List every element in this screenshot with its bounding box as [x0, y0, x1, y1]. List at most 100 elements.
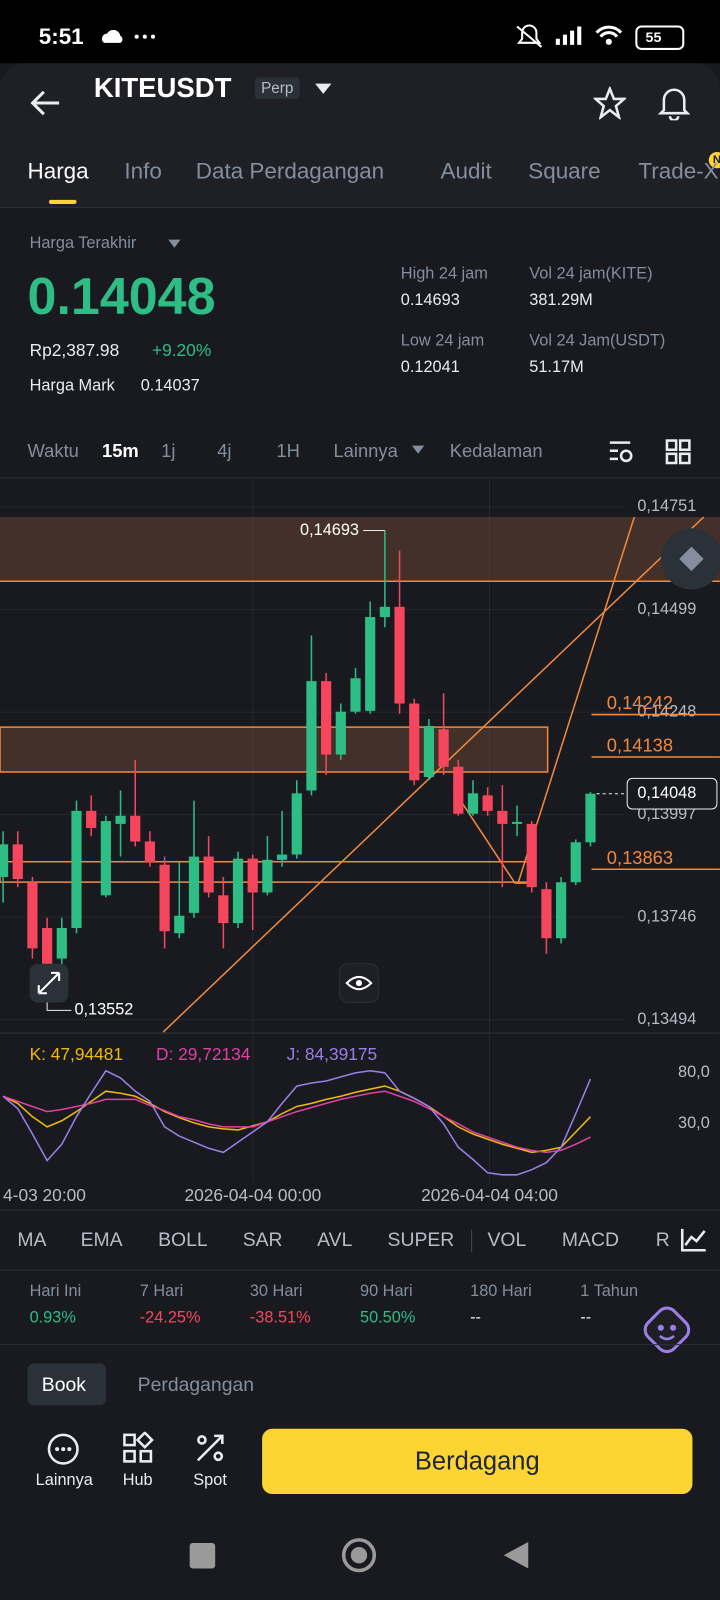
candle-body	[511, 821, 523, 824]
stat-value: 0.14693	[400, 291, 460, 309]
action-label[interactable]: Lainnya	[35, 1471, 93, 1489]
candle-body	[365, 617, 376, 711]
tab-badge: N	[708, 151, 720, 169]
candle-body	[321, 681, 332, 755]
indicator[interactable]: MA	[17, 1229, 47, 1252]
battery	[635, 25, 685, 50]
trade-button[interactable]	[262, 1428, 693, 1495]
candle-body	[86, 810, 97, 829]
timeframe-option[interactable]: 1j	[161, 440, 176, 461]
stat-label: Low 24 jam	[400, 332, 485, 350]
candle-body	[130, 815, 141, 842]
trade-button-label[interactable]: Berdagang	[414, 1447, 540, 1476]
assistant-button[interactable]	[634, 1301, 699, 1358]
more-icon[interactable]	[46, 1432, 81, 1467]
perf-value: --	[470, 1309, 481, 1327]
timeframe-option[interactable]: 1H	[276, 440, 300, 461]
y-tick-label: 0,14499	[637, 600, 696, 618]
timeframe-option[interactable]: Lainnya	[333, 440, 398, 461]
candle-body	[438, 729, 449, 767]
indicator[interactable]: BOLL	[158, 1229, 208, 1252]
expand-icon	[37, 971, 61, 995]
perf-value: --	[580, 1309, 592, 1327]
spot-icon[interactable]	[194, 1432, 227, 1465]
indicator[interactable]: MACD	[561, 1229, 619, 1252]
stat-value: 51.17M	[529, 358, 584, 377]
eye-icon	[355, 980, 363, 987]
indicator[interactable]: R	[655, 1229, 670, 1252]
book-tab-bg[interactable]	[27, 1363, 107, 1406]
battery-level: 55	[645, 28, 662, 45]
symbol[interactable]: KITEUSDT	[93, 72, 232, 103]
status-icons-left	[101, 29, 156, 43]
candle-body	[585, 793, 596, 843]
last-price-dropdown[interactable]	[167, 239, 181, 249]
layout-button[interactable]	[665, 439, 692, 466]
bottom-tab[interactable]: Book	[41, 1374, 86, 1397]
action-label[interactable]: Spot	[193, 1471, 227, 1489]
candle-body	[379, 606, 390, 618]
indicator[interactable]: AVL	[317, 1229, 353, 1252]
tab[interactable]: Harga	[27, 158, 89, 184]
timeframe-option[interactable]: 4j	[217, 440, 232, 461]
candle-body	[71, 810, 82, 928]
candle-body	[188, 856, 200, 913]
indicator[interactable]: VOL	[487, 1229, 527, 1252]
kdj-tick-label: 80,0	[678, 1063, 710, 1081]
divider	[0, 1344, 720, 1346]
candle-body	[218, 895, 229, 924]
nav-home-dot	[350, 1547, 368, 1564]
candle-body	[262, 859, 273, 893]
indicator-settings[interactable]	[679, 1227, 708, 1254]
nav-recent[interactable]	[189, 1542, 216, 1569]
price-change: +9.20%	[151, 340, 212, 360]
perf-label: 90 Hari	[359, 1282, 413, 1301]
bottom-tab[interactable]: Perdagangan	[137, 1374, 255, 1397]
tab[interactable]: Data Perdagangan	[195, 158, 385, 184]
separator	[471, 1229, 473, 1253]
tab[interactable]: Audit	[440, 158, 492, 184]
indicator[interactable]: SAR	[242, 1229, 283, 1252]
nav-back[interactable]	[503, 1541, 529, 1569]
perf-label: Hari Ini	[29, 1282, 82, 1301]
low-marker-label: 0,13552	[74, 1001, 133, 1019]
stat-label: Vol 24 jam(KITE)	[529, 265, 653, 283]
candle-body	[570, 842, 581, 883]
divider	[0, 1209, 720, 1211]
tab[interactable]: Info	[124, 158, 162, 184]
mark-price-label: Harga Mark	[29, 377, 115, 395]
back-button[interactable]	[29, 88, 64, 119]
action-label[interactable]: Hub	[122, 1471, 153, 1489]
kdj-tick-label: 30,0	[678, 1114, 710, 1132]
stat-value: 381.29M	[529, 291, 593, 309]
indicator[interactable]: SUPER	[387, 1229, 455, 1252]
perf-label: 7 Hari	[139, 1282, 184, 1301]
nav-home[interactable]	[341, 1538, 377, 1573]
favorite-button[interactable]	[593, 86, 627, 120]
candle-body	[541, 889, 552, 939]
tab[interactable]: Square	[528, 158, 601, 184]
candle-body	[350, 678, 361, 712]
candle-body	[409, 703, 420, 781]
mark-price: 0.14037	[140, 377, 200, 395]
alert-button[interactable]	[657, 86, 691, 121]
candle-body	[306, 681, 317, 791]
dropdown-caret[interactable]	[411, 445, 425, 455]
kdj-line	[2, 1090, 591, 1154]
y-tick-label: 0,14751	[637, 497, 696, 515]
candle-body	[335, 711, 346, 755]
timeframe-option[interactable]: 15m	[101, 440, 139, 461]
last-price-label: 0,14048	[637, 784, 696, 802]
nav-bar	[189, 1538, 529, 1573]
symbol-dropdown[interactable]	[313, 82, 333, 96]
x-tick-label: 2026-04-04 04:00	[421, 1185, 558, 1205]
indicator[interactable]: EMA	[80, 1229, 123, 1252]
hub-icon[interactable]	[121, 1431, 154, 1465]
status-time: 5:51	[38, 23, 84, 49]
chart-settings[interactable]	[608, 439, 637, 466]
x-tick-label: 2026-04-04 00:00	[184, 1185, 321, 1205]
last-price-box	[626, 777, 718, 810]
timeframe-option[interactable]: Kedalaman	[449, 440, 543, 461]
price-line-label: 0,13863	[607, 847, 673, 868]
tab[interactable]: Trade-X	[638, 158, 719, 184]
